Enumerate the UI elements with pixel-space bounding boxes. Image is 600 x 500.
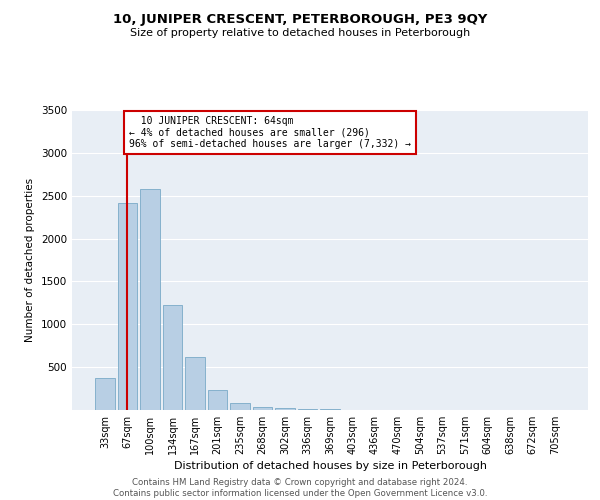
Bar (95, 378, 115, 410)
Bar (275, 408, 295, 410)
Bar (230, 403, 250, 410)
Bar (140, 189, 160, 410)
Y-axis label: Number of detached properties: Number of detached properties (25, 178, 35, 342)
Bar (185, 357, 205, 410)
Bar (163, 304, 182, 410)
Bar (253, 406, 272, 410)
X-axis label: Distribution of detached houses by size in Peterborough: Distribution of detached houses by size … (173, 461, 487, 471)
Text: 10, JUNIPER CRESCENT, PETERBOROUGH, PE3 9QY: 10, JUNIPER CRESCENT, PETERBOROUGH, PE3 … (113, 12, 487, 26)
Bar (118, 202, 137, 410)
Text: 10 JUNIPER CRESCENT: 64sqm
← 4% of detached houses are smaller (296)
96% of semi: 10 JUNIPER CRESCENT: 64sqm ← 4% of detac… (129, 116, 411, 149)
Bar (298, 409, 317, 410)
Text: Size of property relative to detached houses in Peterborough: Size of property relative to detached ho… (130, 28, 470, 38)
Text: Contains HM Land Registry data © Crown copyright and database right 2024.
Contai: Contains HM Land Registry data © Crown c… (113, 478, 487, 498)
Bar (208, 390, 227, 410)
